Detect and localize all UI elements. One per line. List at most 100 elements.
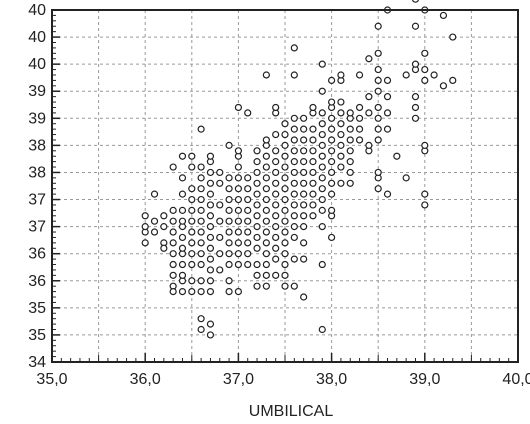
y-tick-label: 35 (28, 327, 46, 344)
y-tick-label: 37 (28, 219, 46, 236)
data-point (290, 114, 298, 122)
data-point (328, 114, 336, 122)
data-point (253, 260, 261, 269)
data-point (272, 147, 280, 155)
data-point (365, 141, 373, 149)
data-point (402, 174, 410, 182)
data-point (272, 103, 280, 112)
data-point (374, 114, 382, 122)
x-axis-title: UMBILICAL (249, 403, 334, 420)
data-point (346, 147, 354, 155)
data-point (272, 201, 280, 209)
y-axis-tick-labels: 34 35 35 36 36 37 37 38 38 39 39 40 40 40 (28, 2, 46, 371)
data-point (318, 185, 326, 193)
data-point (300, 255, 308, 263)
data-point (309, 212, 317, 220)
data-point (328, 206, 336, 214)
data-point (253, 201, 261, 209)
data-point (262, 163, 270, 171)
data-point (290, 71, 298, 79)
data-point (234, 260, 242, 269)
data-point (216, 168, 224, 177)
data-point (150, 228, 159, 236)
data-point (206, 277, 215, 285)
data-point (365, 109, 373, 117)
data-point (421, 49, 429, 57)
data-point (178, 206, 187, 214)
data-point (439, 82, 448, 90)
data-point (206, 201, 215, 209)
data-point (272, 168, 280, 177)
data-point (225, 174, 233, 182)
data-point (318, 206, 326, 214)
data-point (300, 147, 308, 155)
data-point (449, 76, 457, 85)
data-point (309, 158, 317, 166)
data-point (178, 260, 187, 269)
data-point (169, 206, 177, 214)
data-point (178, 152, 187, 160)
data-point (374, 65, 382, 74)
data-point (262, 282, 270, 290)
data-point (337, 109, 345, 117)
data-point (262, 185, 270, 193)
data-point (206, 288, 215, 296)
data-point (309, 201, 317, 209)
data-point (197, 315, 205, 323)
data-point (318, 109, 326, 117)
data-point (225, 288, 233, 296)
data-point (318, 223, 326, 231)
data-point (262, 136, 270, 144)
data-point (318, 141, 326, 149)
data-point (337, 98, 345, 106)
data-point (262, 195, 270, 204)
data-point (374, 103, 382, 112)
data-point (383, 109, 392, 117)
data-point (449, 33, 457, 41)
data-point (188, 152, 196, 160)
data-point (300, 223, 308, 231)
data-point (206, 255, 215, 263)
data-point (160, 223, 168, 231)
data-point (262, 239, 270, 247)
data-point (290, 255, 298, 263)
data-point (234, 147, 242, 155)
data-point (402, 71, 410, 79)
data-point (262, 250, 270, 258)
data-point (318, 60, 326, 68)
data-point (355, 114, 364, 122)
y-tick-label: 39 (28, 110, 46, 127)
data-point (244, 239, 252, 247)
data-point (272, 223, 280, 231)
data-point (197, 239, 205, 247)
data-point (262, 206, 270, 214)
data-point (244, 228, 252, 236)
data-point (374, 87, 382, 95)
data-point (178, 174, 187, 182)
data-point (383, 76, 392, 85)
data-point (318, 325, 326, 334)
data-point (328, 147, 336, 155)
data-point (244, 174, 252, 182)
data-point (411, 93, 420, 101)
data-point (169, 288, 177, 296)
data-point (178, 233, 187, 242)
data-point (206, 223, 215, 231)
data-point (411, 22, 420, 30)
data-point (197, 217, 205, 225)
data-point (197, 277, 205, 285)
data-point (206, 320, 215, 328)
data-point (281, 195, 289, 204)
data-point (188, 260, 196, 269)
data-point (262, 228, 270, 236)
data-point (206, 212, 215, 220)
data-point (206, 266, 215, 274)
data-point (262, 271, 270, 279)
data-point (244, 206, 252, 214)
data-point (188, 206, 196, 214)
data-point (337, 141, 345, 149)
data-point (300, 158, 308, 166)
data-point (355, 103, 364, 112)
data-point (328, 136, 336, 144)
data-point (188, 228, 196, 236)
